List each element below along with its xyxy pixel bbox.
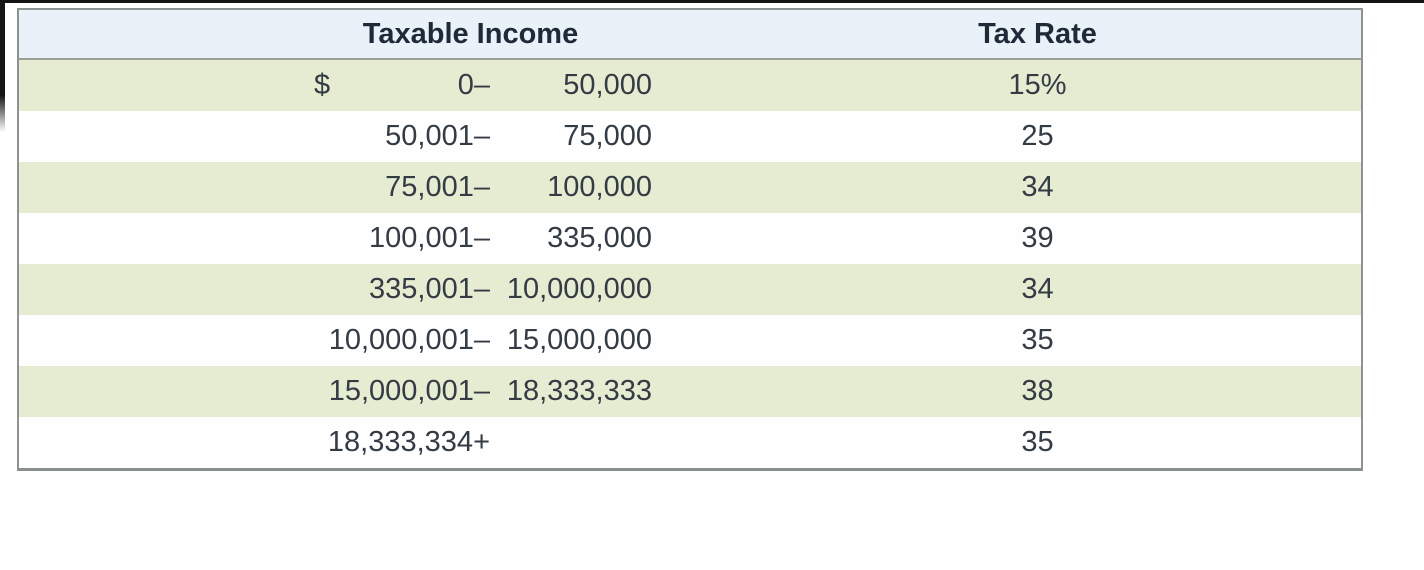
table-row: 75,001– 100,000 34 [19, 162, 1361, 213]
tax-rate-cell: 35 [1021, 426, 1054, 458]
column-header-tax-rate: Tax Rate [978, 17, 1097, 50]
income-upper-bound: 10,000,000 [506, 273, 652, 305]
taxable-income-cell: 75,001– 100,000 [19, 171, 664, 204]
income-lower-bound-group: 50,001– [314, 120, 490, 153]
income-lower-bound: 18,333,334+ [327, 426, 490, 458]
income-lower-bound: 100,001– [369, 222, 490, 254]
tax-rate-cell: 39 [1021, 222, 1054, 254]
table-row: 100,001– 335,000 39 [19, 213, 1361, 264]
scan-artifact-top-edge [0, 0, 1424, 3]
taxable-income-cell: 335,001– 10,000,000 [19, 273, 664, 306]
income-lower-bound-group: 10,000,001– [314, 324, 490, 357]
income-lower-bound-group: 18,333,334+ [314, 426, 490, 459]
taxable-income-cell: $ 0– 50,000 [19, 69, 664, 102]
taxable-income-cell: 100,001– 335,000 [19, 222, 664, 255]
table-header-row: Taxable Income Tax Rate [19, 10, 1361, 60]
income-lower-bound: 50,001– [385, 120, 490, 152]
income-upper-bound [490, 426, 652, 459]
income-upper-bound: 50,000 [563, 69, 652, 101]
table-row: 50,001– 75,000 25 [19, 111, 1361, 162]
taxable-income-cell: 15,000,001– 18,333,333 [19, 375, 664, 408]
scan-artifact-left-edge [0, 0, 5, 132]
taxable-income-cell: 50,001– 75,000 [19, 120, 664, 153]
tax-rate-cell: 35 [1021, 324, 1054, 356]
income-upper-bound: 75,000 [563, 120, 652, 152]
tax-rate-cell: 34 [1021, 273, 1054, 305]
income-lower-bound-group: 75,001– [314, 171, 490, 204]
tax-rate-cell: 34 [1021, 171, 1054, 203]
income-upper-bound: 18,333,333 [506, 375, 652, 407]
income-lower-bound: 10,000,001– [328, 324, 490, 356]
income-lower-bound: 335,001– [369, 273, 490, 305]
income-upper-bound: 100,000 [547, 171, 652, 203]
income-lower-bound-group: $ 0– [314, 69, 490, 102]
income-lower-bound-group: 100,001– [314, 222, 490, 255]
table-row: $ 0– 50,000 15% [19, 60, 1361, 111]
table-row: 15,000,001– 18,333,333 38 [19, 366, 1361, 417]
income-upper-bound: 15,000,000 [506, 324, 652, 356]
tax-rate-cell: 15% [1008, 69, 1067, 101]
currency-symbol: $ [314, 69, 331, 101]
income-lower-bound: 75,001– [385, 171, 490, 203]
taxable-income-cell: 10,000,001– 15,000,000 [19, 324, 664, 357]
income-upper-bound: 335,000 [547, 222, 652, 254]
column-header-taxable-income: Taxable Income [362, 17, 579, 50]
income-lower-bound: 15,000,001– [328, 375, 490, 407]
table-row: 10,000,001– 15,000,000 35 [19, 315, 1361, 366]
table-row: 18,333,334+ 35 [19, 417, 1361, 468]
income-lower-bound: 0– [457, 69, 490, 101]
income-lower-bound-group: 15,000,001– [314, 375, 490, 408]
corporate-tax-rate-table: Taxable Income Tax Rate $ 0– 50,000 15% … [17, 8, 1363, 471]
taxable-income-cell: 18,333,334+ [19, 426, 664, 459]
table-body: $ 0– 50,000 15% 50,001– 75,000 25 75,001… [19, 60, 1361, 468]
tax-rate-cell: 25 [1021, 120, 1054, 152]
tax-rate-cell: 38 [1021, 375, 1054, 407]
income-lower-bound-group: 335,001– [314, 273, 490, 306]
table-row: 335,001– 10,000,000 34 [19, 264, 1361, 315]
